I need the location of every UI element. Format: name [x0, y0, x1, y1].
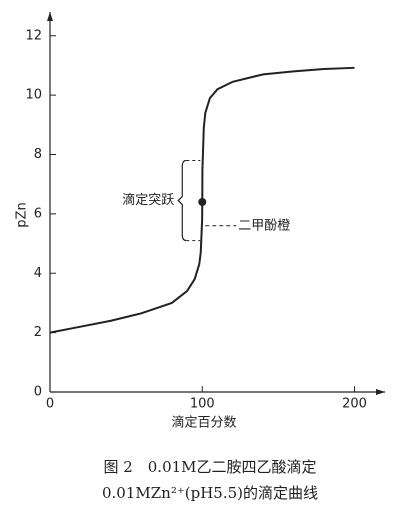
y-tick-label: 8: [34, 147, 42, 162]
jump-bracket: [177, 159, 187, 242]
y-tick-label: 12: [25, 28, 42, 43]
equivalence-point: [198, 198, 207, 206]
y-tick-label: 2: [34, 325, 42, 340]
y-axis-label: pZn: [15, 202, 30, 227]
caption-line: 图 2 0.01M乙二胺四乙酸滴定: [103, 458, 316, 476]
y-axis-arrow: [47, 12, 53, 21]
y-tick-label: 10: [25, 88, 42, 103]
caption-line: 0.01MZn²⁺(pH5.5)的滴定曲线: [102, 484, 318, 502]
jump-label: 滴定突跃: [122, 192, 174, 208]
indicator-label: 二甲酚橙: [238, 218, 290, 233]
x-axis-label: 滴定百分数: [171, 415, 236, 431]
y-tick-label: 4: [34, 266, 42, 281]
y-tick-label: 0: [34, 385, 42, 400]
x-axis-arrow: [376, 389, 385, 395]
x-tick-label: 200: [342, 397, 367, 412]
x-tick-label: 100: [190, 397, 215, 412]
y-tick-label: 6: [34, 206, 42, 221]
x-tick-label: 0: [46, 397, 54, 412]
